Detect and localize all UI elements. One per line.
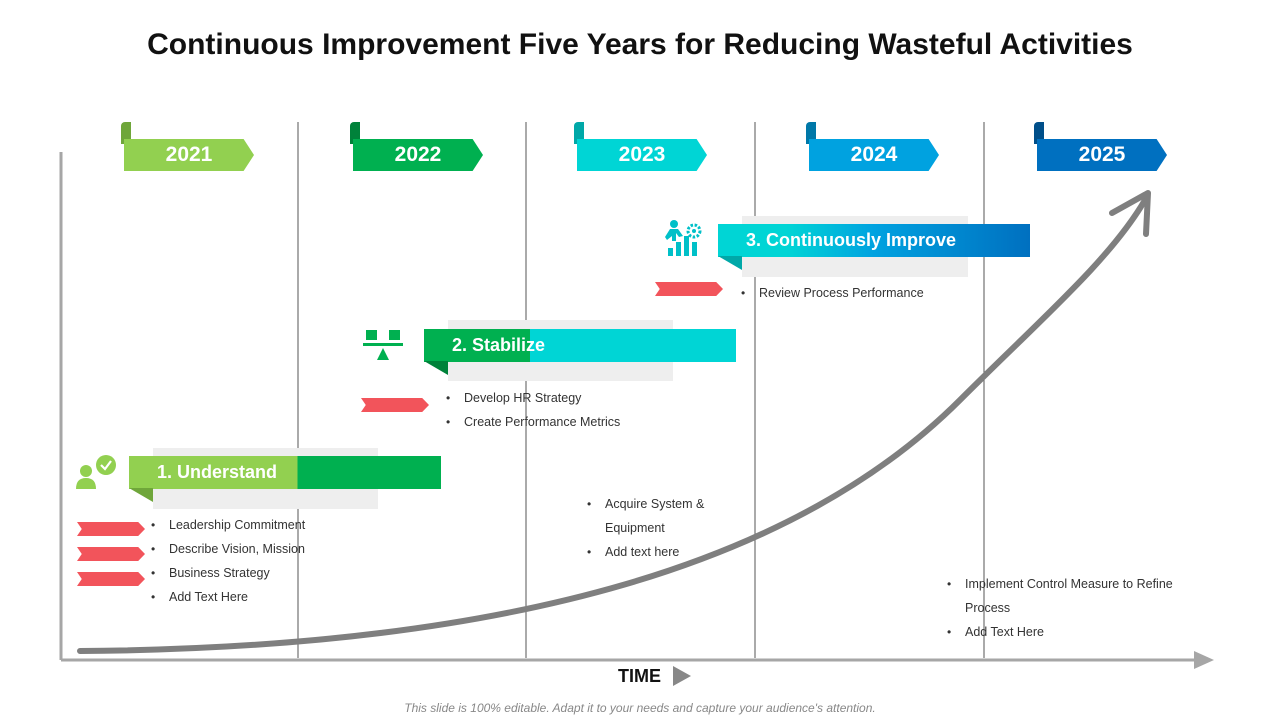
phase-3-bullets: Review Process Performance xyxy=(739,281,924,305)
person-check-icon xyxy=(76,455,116,489)
year-label: 2022 xyxy=(394,143,442,166)
x-axis-label: TIME xyxy=(618,666,661,686)
year-2025-notes: Implement Control Measure to Refine Proc… xyxy=(945,572,1195,644)
year-ribbon-tab xyxy=(574,122,584,144)
growth-curve-arrowhead xyxy=(1109,190,1151,237)
phase-title: 1. Understand xyxy=(157,462,278,482)
phase-bar-stabilize: 2. Stabilize xyxy=(424,329,736,362)
red-arrow-marker xyxy=(361,398,429,412)
list-item: Implement Control Measure to Refine Proc… xyxy=(945,572,1195,620)
growth-person-gear-icon xyxy=(665,220,702,256)
phase-title: 3. Continuously Improve xyxy=(746,230,957,250)
list-item: Add text here xyxy=(585,540,735,564)
red-arrow-marker xyxy=(655,282,723,296)
year-ribbon-2023: 2023 xyxy=(577,139,707,171)
year-label: 2023 xyxy=(618,143,666,166)
red-arrow-marker xyxy=(77,572,145,586)
year-2023-notes: Acquire System & Equipment Add text here xyxy=(585,492,735,564)
footer-note: This slide is 100% editable. Adapt it to… xyxy=(404,701,876,715)
phase-bar-understand: 1. Understand xyxy=(129,456,441,489)
list-item: Add Text Here xyxy=(149,585,305,609)
year-label: 2021 xyxy=(165,143,213,166)
phase-2-bullets: Develop HR Strategy Create Performance M… xyxy=(444,386,620,434)
phase-bar-continuously-improve: 3. Continuously Improve xyxy=(718,224,1030,257)
phase-ribbon-fold xyxy=(129,488,153,502)
slide-title: Continuous Improvement Five Years for Re… xyxy=(147,28,1133,61)
phase-title: 2. Stabilize xyxy=(452,335,546,355)
phase-ribbon-fold xyxy=(718,256,742,270)
year-ribbon-2025: 2025 xyxy=(1037,139,1167,171)
year-ribbon-tab xyxy=(121,122,131,144)
list-item: Develop HR Strategy xyxy=(444,386,620,410)
balance-icon xyxy=(363,330,403,360)
list-item: Acquire System & Equipment xyxy=(585,492,735,540)
red-arrow-marker xyxy=(77,522,145,536)
year-ribbon-tab xyxy=(350,122,360,144)
year-ribbon-2022: 2022 xyxy=(353,139,483,171)
list-item: Review Process Performance xyxy=(739,281,924,305)
year-ribbon-tab xyxy=(1034,122,1044,144)
red-arrow-marker xyxy=(77,547,145,561)
list-item: Add Text Here xyxy=(945,620,1195,644)
time-arrow-icon xyxy=(673,666,691,686)
year-ribbon-tab xyxy=(806,122,816,144)
list-item: Business Strategy xyxy=(149,561,305,585)
phase-1-bullets: Leadership Commitment Describe Vision, M… xyxy=(149,513,305,609)
growth-curve xyxy=(77,197,1148,654)
x-axis-arrowhead xyxy=(1194,651,1214,669)
year-label: 2025 xyxy=(1078,143,1126,166)
phase-ribbon-fold xyxy=(424,361,448,375)
year-ribbon-2024: 2024 xyxy=(809,139,939,171)
list-item: Describe Vision, Mission xyxy=(149,537,305,561)
list-item: Create Performance Metrics xyxy=(444,410,620,434)
year-ribbon-2021: 2021 xyxy=(124,139,254,171)
year-label: 2024 xyxy=(850,143,898,166)
list-item: Leadership Commitment xyxy=(149,513,305,537)
